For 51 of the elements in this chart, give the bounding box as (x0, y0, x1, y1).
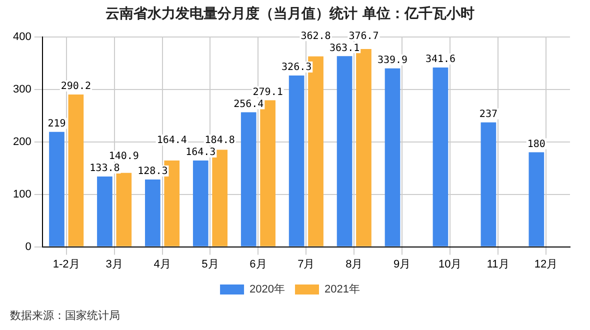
source-note: 数据来源：国家统计局 (10, 308, 120, 323)
data-label: 237 (479, 108, 498, 120)
x-tick-label: 1-2月 (52, 258, 80, 270)
x-tick-label: 12月 (534, 258, 558, 270)
x-tick-label: 7月 (298, 258, 315, 270)
bar (192, 160, 208, 246)
data-label: 339.9 (377, 54, 408, 66)
y-tick-label: 100 (12, 188, 32, 200)
x-tick-label: 8月 (346, 258, 363, 270)
bar (432, 67, 448, 246)
bar (384, 68, 400, 246)
x-tick-label: 9月 (394, 258, 411, 270)
y-tick-label: 0 (25, 240, 32, 253)
bar (68, 94, 84, 246)
y-tick-label: 200 (12, 136, 32, 148)
chart-title: 云南省水力发电量分月度（当月值）统计 单位：亿千瓦小时 (106, 5, 474, 22)
data-label: 362.8 (300, 30, 331, 42)
data-label: 279.1 (252, 86, 283, 98)
bar (288, 75, 304, 246)
data-label: 363.1 (329, 42, 360, 54)
x-tick-label: 3月 (106, 258, 123, 270)
bar (97, 176, 112, 246)
data-label: 133.8 (90, 163, 120, 174)
data-label: 376.7 (348, 30, 379, 42)
data-label: 180 (527, 138, 546, 150)
data-label: 164.3 (186, 147, 216, 158)
data-label: 290.2 (60, 81, 91, 92)
data-label: 184.8 (204, 135, 235, 146)
y-tick-label: 400 (12, 30, 32, 43)
legend-label: 2021年 (324, 284, 360, 296)
data-label: 128.3 (138, 166, 168, 178)
bar (145, 179, 160, 246)
bar (116, 172, 132, 246)
bar (49, 132, 64, 246)
data-label: 164.4 (156, 135, 187, 146)
x-tick-label: 5月 (202, 258, 219, 270)
data-label: 256.4 (234, 98, 264, 110)
data-label: 341.6 (425, 54, 456, 66)
x-tick-label: 10月 (438, 258, 462, 270)
x-tick-label: 6月 (250, 258, 267, 270)
bar (240, 112, 256, 246)
x-tick-label: 11月 (486, 258, 510, 270)
x-tick-label: 4月 (154, 258, 171, 270)
data-label: 219 (48, 118, 66, 130)
bar (528, 152, 544, 246)
bar (480, 122, 496, 246)
y-tick-label: 300 (12, 83, 32, 96)
data-label: 326.3 (282, 62, 312, 74)
bar (336, 56, 352, 246)
data-label: 140.9 (108, 151, 139, 162)
legend-label: 2020年 (250, 284, 286, 296)
